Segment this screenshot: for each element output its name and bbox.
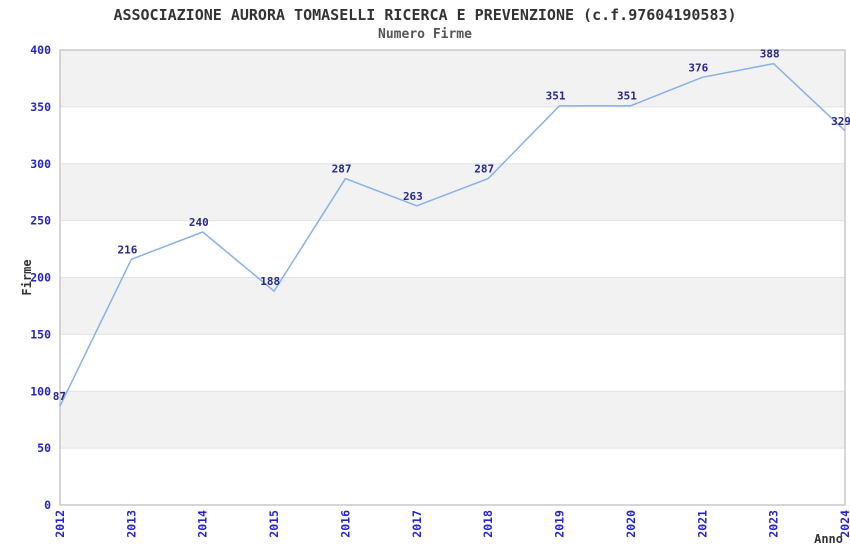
grid-band [60, 391, 845, 449]
point-label: 240 [189, 216, 209, 229]
x-tick-label: 2014 [196, 510, 210, 538]
x-tick-label: 2019 [553, 510, 567, 538]
point-label: 188 [260, 275, 280, 288]
y-tick-label: 200 [30, 271, 51, 285]
y-tick-label: 300 [30, 157, 51, 171]
x-tick-label: 2017 [410, 510, 424, 538]
x-tick-label: 2024 [838, 510, 850, 538]
x-tick-label: 2013 [124, 510, 138, 538]
plot-border [59, 49, 846, 506]
y-tick-label: 250 [30, 214, 51, 228]
x-tick-label: 2020 [624, 510, 638, 538]
y-tick-label: 0 [44, 498, 51, 512]
y-tick-label: 100 [30, 384, 51, 398]
point-label: 329 [831, 115, 850, 128]
point-label: 287 [332, 163, 352, 176]
point-label: 351 [546, 90, 566, 103]
x-tick-label: 2015 [267, 510, 281, 538]
x-tick-label: 2018 [481, 510, 495, 538]
chart-subtitle: Numero Firme [378, 27, 472, 42]
y-tick-label: 400 [30, 43, 51, 57]
x-tick-label: 2023 [767, 510, 781, 538]
x-tick-label: 2012 [53, 510, 67, 538]
x-axis-title: Anno [814, 532, 843, 546]
chart-title: ASSOCIAZIONE AURORA TOMASELLI RICERCA E … [113, 6, 737, 24]
point-label: 287 [474, 163, 494, 176]
point-label: 351 [617, 90, 637, 103]
y-tick-label: 350 [30, 100, 51, 114]
y-axis-title: Firme [20, 259, 34, 295]
point-label: 263 [403, 190, 423, 203]
grid-band [60, 277, 845, 335]
y-tick-label: 50 [37, 441, 51, 455]
point-label: 376 [688, 61, 708, 74]
x-tick-label: 2021 [695, 510, 709, 538]
x-tick-label: 2016 [338, 510, 352, 538]
series-line [59, 62, 846, 407]
point-label: 216 [117, 243, 137, 256]
point-label: 388 [760, 48, 780, 61]
point-label: 87 [53, 390, 66, 403]
y-tick-label: 150 [30, 327, 51, 341]
grid-band [60, 50, 845, 107]
